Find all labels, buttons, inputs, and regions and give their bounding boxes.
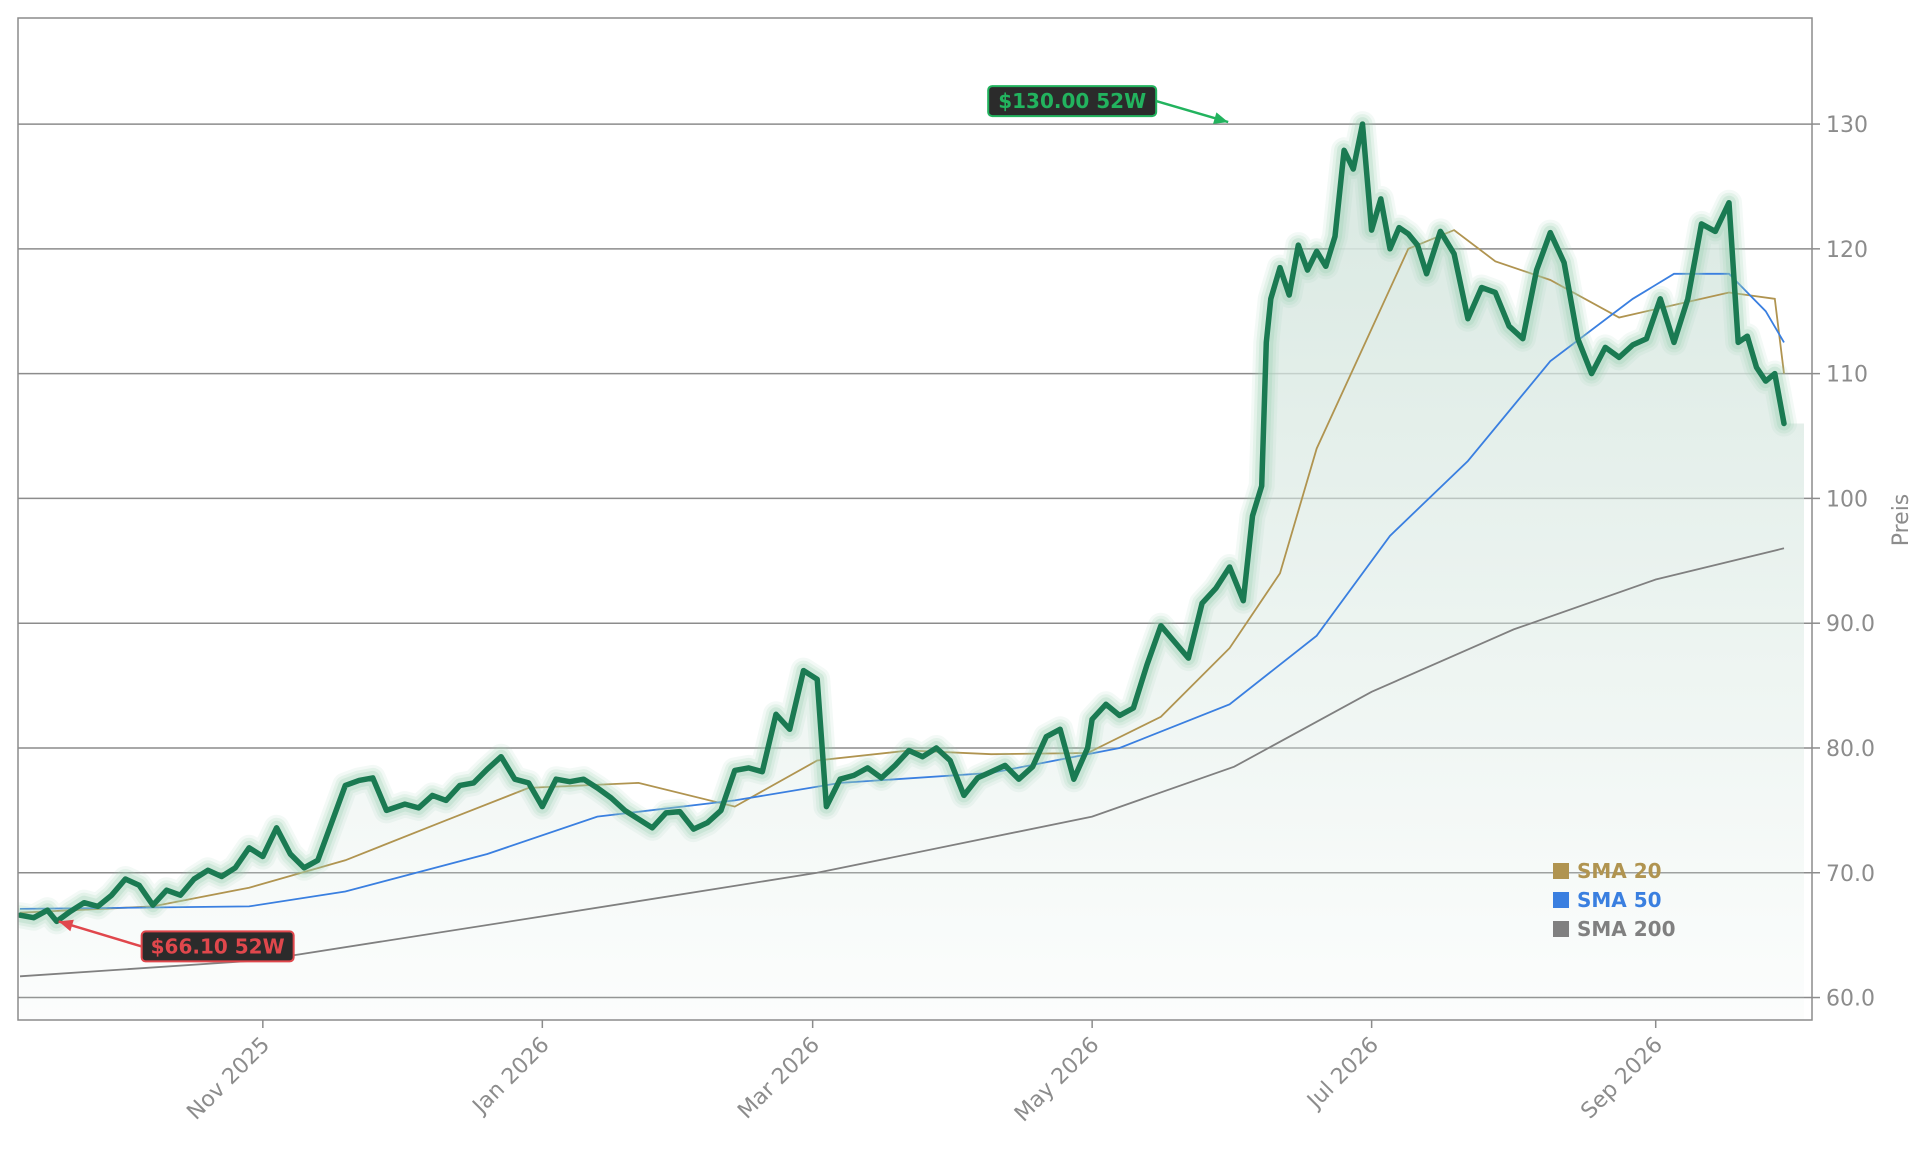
annotations: $130.00 52W $66.10 52W (58, 85, 1229, 963)
sma-200-series (19, 547, 1785, 978)
y-axis: 60.0 70.0 80.0 90.0 100 110 120 130 (1812, 113, 1875, 1012)
sma-50-series (19, 272, 1785, 910)
annotation-label: $66.10 52W (151, 934, 285, 958)
legend-item: SMA 200 (1553, 917, 1676, 941)
y-tick-label: 70.0 (1826, 862, 1875, 887)
y-tick-label: 120 (1826, 238, 1868, 263)
legend-label: SMA 20 (1577, 859, 1662, 883)
sma-200-line (19, 547, 1785, 978)
y-tick-label: 80.0 (1826, 737, 1875, 762)
sma-50-line (19, 272, 1785, 910)
y-tick-label: 110 (1826, 363, 1868, 388)
annotation-arrowhead (1213, 112, 1229, 124)
price-line (18, 121, 1787, 925)
y-tick-label: 60.0 (1826, 987, 1875, 1012)
annotation-label: $130.00 52W (998, 89, 1146, 113)
annotation-arrow (58, 920, 143, 948)
legend-swatch (1553, 892, 1569, 908)
y-axis-label: Preis (1889, 494, 1914, 547)
price-area (20, 124, 1804, 1020)
plot-frame (17, 17, 1813, 1021)
high-annotation: $130.00 52W (987, 85, 1229, 124)
legend-swatch (1553, 921, 1569, 937)
y-tick-label: 130 (1826, 113, 1868, 138)
legend-label: SMA 50 (1577, 888, 1662, 912)
price-area-fill (20, 124, 1804, 1020)
legend-label: SMA 200 (1577, 917, 1676, 941)
legend-swatch (1553, 863, 1569, 879)
low-annotation: $66.10 52W (58, 919, 295, 963)
price-series (18, 111, 1797, 935)
sma-20-line (19, 229, 1785, 914)
annotation-arrowhead (58, 919, 74, 932)
legend-item: SMA 50 (1553, 888, 1662, 912)
sma-20-series (19, 229, 1785, 914)
legend: SMA 20 SMA 50 SMA 200 (1553, 859, 1676, 941)
legend-item: SMA 20 (1553, 859, 1662, 883)
y-tick-label: 100 (1826, 487, 1868, 512)
y-tick-label: 90.0 (1826, 612, 1875, 637)
